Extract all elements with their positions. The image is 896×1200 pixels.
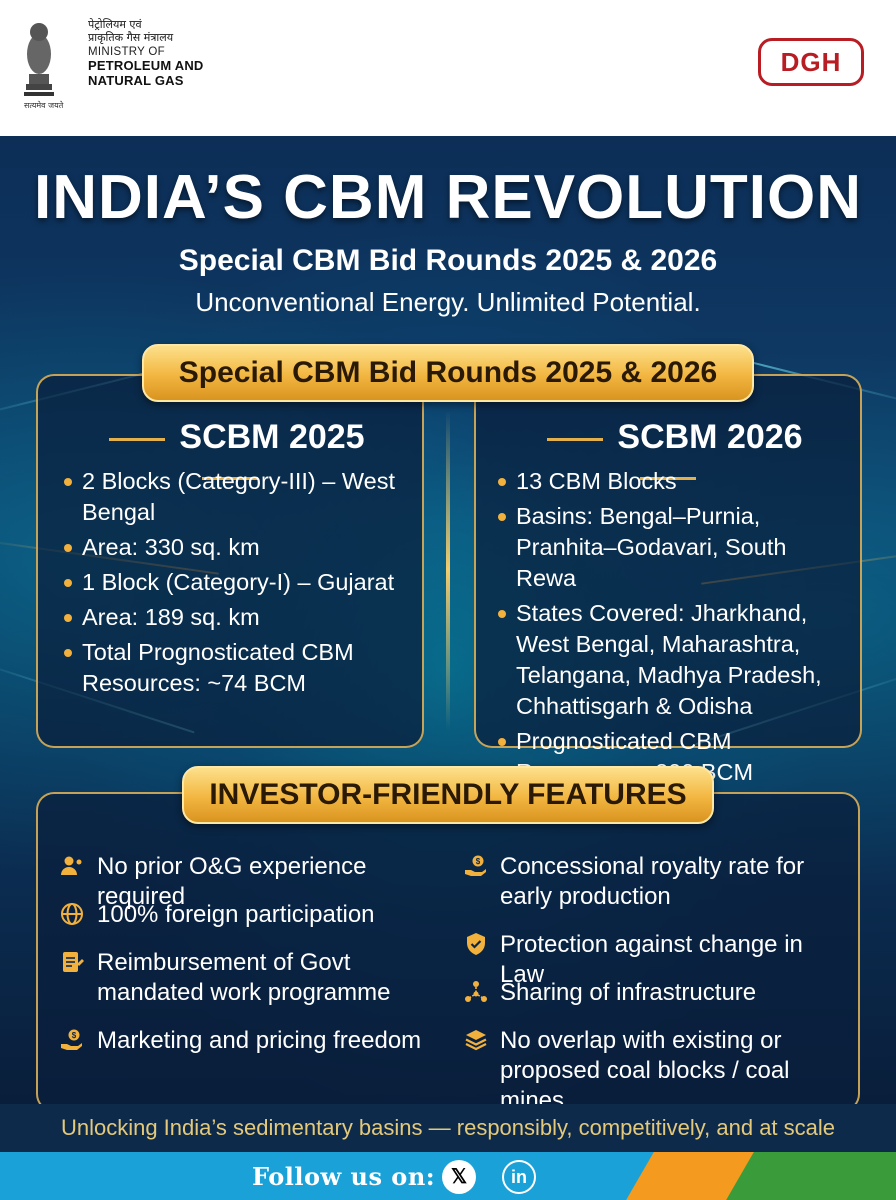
feature-text: Sharing of infrastructure (500, 979, 757, 1006)
follow-bar: Follow us on: 𝕏 in (0, 1152, 896, 1200)
title-rule (547, 437, 604, 441)
dgh-logo-text: DGH (780, 46, 842, 77)
shield-check-icon (467, 933, 485, 955)
scbm-2025-title-text: SCBM 2025 (179, 418, 365, 456)
ministry-hindi-line2: प्राकृतिक गैस मंत्रालय (88, 31, 174, 44)
scbm-2026-title: SCBM 2026 (496, 418, 840, 496)
scbm-2026-title-text: SCBM 2026 (617, 418, 803, 456)
feature-text: No prior O&G experience required (97, 853, 367, 910)
feature-text: Marketing and pricing freedom (97, 1027, 422, 1054)
feature-text: Concessional royalty rate for early prod… (500, 853, 805, 910)
title-rule (640, 476, 696, 480)
decor-stripe-green (726, 1152, 896, 1200)
ministry-hindi-line1: पेट्रोलियम एवं (88, 18, 142, 31)
page-title: INDIA’S CBM REVOLUTION (33, 163, 863, 232)
scbm-2025-panel (36, 374, 424, 748)
national-emblem-icon (24, 23, 54, 96)
scbm-2026-panel (474, 374, 862, 748)
svg-text:$: $ (72, 1031, 77, 1040)
ministry-line3: NATURAL GAS (88, 73, 184, 88)
feature-text: No overlap with existing or proposed coa… (500, 1027, 790, 1114)
footer-slogan-bar: Unlocking India’s sedimentary basins — r… (0, 1104, 896, 1152)
list-item: Area: 189 sq. km (64, 602, 414, 633)
page-subtitle: Special CBM Bid Rounds 2025 & 2026 (178, 244, 718, 277)
ministry-line1: MINISTRY OF (88, 46, 165, 58)
list-item: Area: 330 sq. km (64, 532, 414, 563)
list-item: 2 Blocks (Category-III) – West Bengal (64, 466, 414, 528)
hand-dollar-icon: $ (465, 855, 486, 876)
scbm-2026-list: 13 CBM Blocks Basins: Bengal–Purnia, Pra… (498, 466, 848, 792)
hand-coin-icon: $ (61, 1029, 82, 1050)
list-item: 1 Block (Category-I) – Gujarat (64, 567, 414, 598)
list-item: 13 CBM Blocks (498, 466, 848, 497)
dgh-logo: DGH (758, 38, 864, 86)
emblem-motto: सत्यमेव जयते (24, 101, 64, 110)
features-banner: INVESTOR-FRIENDLY FEATURES (182, 766, 714, 824)
globe-icon (61, 903, 83, 925)
feature-text: Protection against change in Law (500, 931, 803, 988)
linkedin-icon[interactable]: in (502, 1160, 536, 1194)
layers-icon (465, 1030, 487, 1051)
feature-text: 100% foreign participation (97, 901, 375, 928)
x-social-icon[interactable]: 𝕏 (442, 1160, 476, 1194)
footer-slogan: Unlocking India’s sedimentary basins — r… (60, 1115, 836, 1140)
document-icon (63, 952, 84, 972)
person-icon (61, 856, 82, 875)
follow-label: Follow us on: (252, 1162, 436, 1191)
list-item: Total Prognosticated CBM Resources: ~74 … (64, 637, 414, 699)
list-item: Basins: Bengal–Purnia, Pranhita–Godavari… (498, 501, 848, 594)
network-icon (465, 981, 487, 1002)
panel-divider (446, 410, 450, 730)
title-rule (202, 476, 258, 480)
scbm-2025-title: SCBM 2025 (60, 418, 400, 496)
list-item: States Covered: Jharkhand, West Bengal, … (498, 598, 848, 722)
tagline: Unconventional Energy. Unlimited Potenti… (195, 287, 701, 317)
ministry-line2: PETROLEUM AND (88, 58, 204, 73)
svg-text:$: $ (476, 857, 481, 866)
ministry-name: पेट्रोलियम एवं प्राकृतिक गैस मंत्रालय MI… (88, 18, 204, 88)
scbm-2025-list: 2 Blocks (Category-III) – West Bengal Ar… (64, 466, 414, 703)
title-rule (109, 437, 166, 441)
header: सत्यमेव जयते पेट्रोलियम एवं प्राकृतिक गै… (0, 0, 896, 136)
feature-text: Reimbursement of Govt mandated work prog… (97, 949, 391, 1006)
bid-rounds-banner: Special CBM Bid Rounds 2025 & 2026 (142, 344, 754, 402)
